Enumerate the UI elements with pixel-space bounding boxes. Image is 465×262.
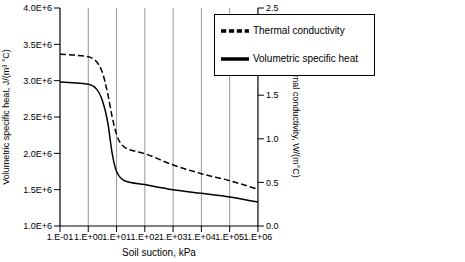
- svg-text:2.5: 2.5: [266, 3, 279, 13]
- svg-text:Thermal conductivity, W/(m°C): Thermal conductivity, W/(m°C): [291, 56, 301, 177]
- svg-text:2.0: 2.0: [266, 47, 279, 57]
- svg-text:1.0: 1.0: [266, 134, 279, 144]
- svg-text:Soil suction, kPa: Soil suction, kPa: [122, 247, 196, 258]
- svg-text:1.0E+6: 1.0E+6: [23, 221, 52, 231]
- svg-text:1.E+04: 1.E+04: [187, 232, 216, 242]
- svg-text:0.5: 0.5: [266, 178, 279, 188]
- svg-text:3.5E+6: 3.5E+6: [23, 40, 52, 50]
- svg-text:Volumetric specific heat, J/(m: Volumetric specific heat, J/(m³ °C): [8, 49, 11, 185]
- svg-text:1.E+02: 1.E+02: [130, 232, 159, 242]
- svg-text:2.0E+6: 2.0E+6: [23, 149, 52, 159]
- svg-text:1.E-01: 1.E-01: [47, 232, 74, 242]
- svg-text:3.0E+6: 3.0E+6: [23, 76, 52, 86]
- svg-text:1.E+05: 1.E+05: [215, 232, 244, 242]
- svg-text:1.E+06: 1.E+06: [244, 232, 273, 242]
- svg-text:4.0E+6: 4.0E+6: [23, 3, 52, 13]
- svg-text:1.5E+6: 1.5E+6: [23, 185, 52, 195]
- svg-text:2.5E+6: 2.5E+6: [23, 112, 52, 122]
- svg-text:0.0: 0.0: [266, 221, 279, 231]
- svg-text:1.E+00: 1.E+00: [74, 232, 103, 242]
- svg-text:1.5: 1.5: [266, 90, 279, 100]
- svg-text:1.E+01: 1.E+01: [102, 232, 131, 242]
- svg-text:1.E+03: 1.E+03: [159, 232, 188, 242]
